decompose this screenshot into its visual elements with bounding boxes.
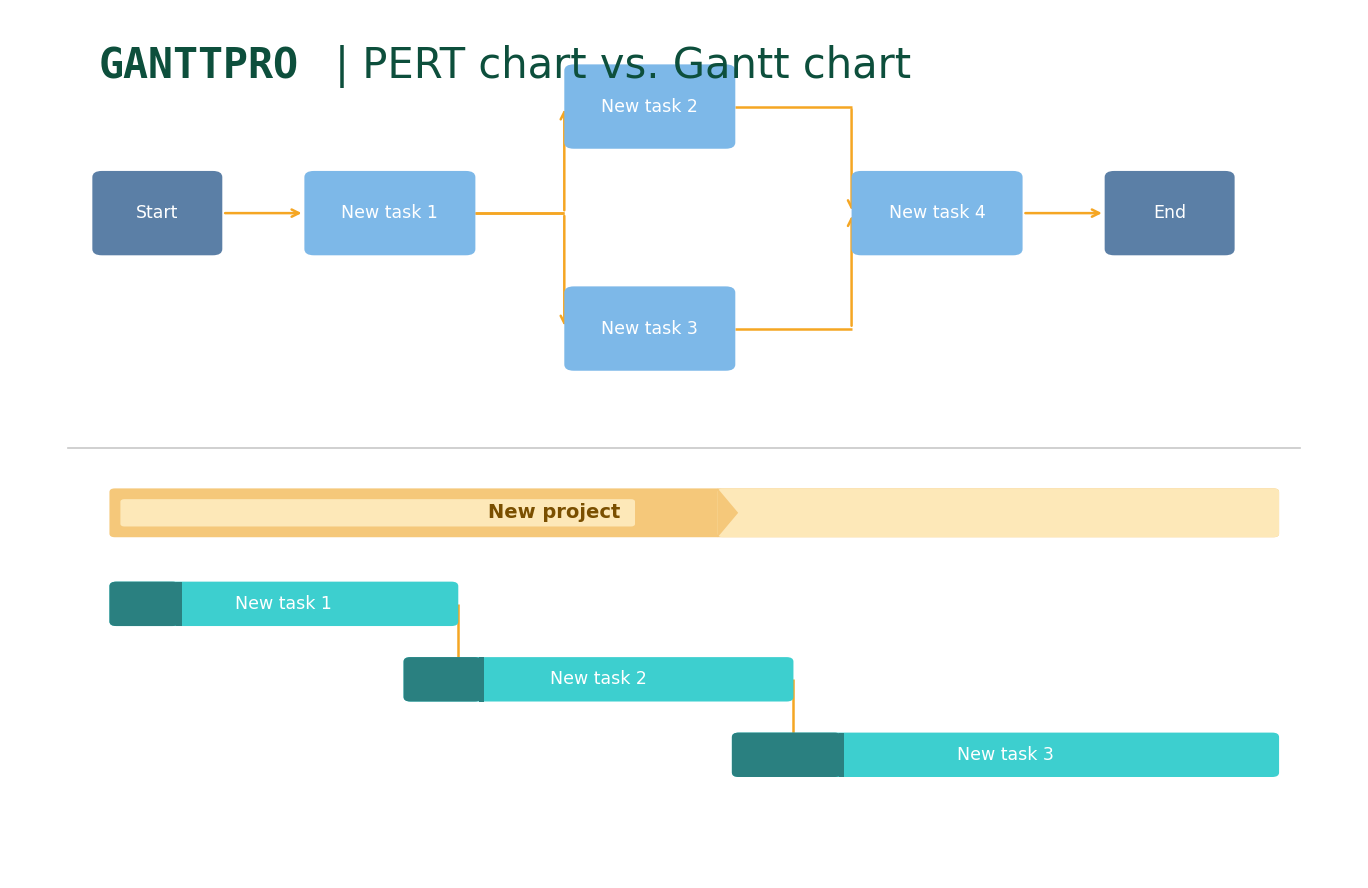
Bar (839, 733, 844, 777)
Text: New task 4: New task 4 (889, 204, 985, 222)
Text: New task 1: New task 1 (235, 595, 332, 613)
Text: New task 3: New task 3 (958, 746, 1053, 764)
FancyBboxPatch shape (732, 733, 841, 777)
FancyBboxPatch shape (1105, 171, 1234, 256)
FancyBboxPatch shape (732, 733, 1279, 777)
Bar (176, 582, 182, 626)
FancyBboxPatch shape (93, 171, 222, 256)
FancyBboxPatch shape (109, 582, 179, 626)
FancyBboxPatch shape (851, 171, 1022, 256)
Text: Start: Start (137, 204, 178, 222)
Text: New task 2: New task 2 (602, 98, 698, 115)
FancyBboxPatch shape (304, 171, 475, 256)
FancyBboxPatch shape (718, 488, 1279, 537)
Bar (479, 657, 484, 702)
Text: New task 1: New task 1 (342, 204, 438, 222)
FancyBboxPatch shape (120, 499, 635, 527)
FancyBboxPatch shape (109, 488, 1279, 537)
Text: New task 2: New task 2 (550, 670, 647, 688)
FancyBboxPatch shape (404, 657, 793, 702)
Polygon shape (718, 488, 739, 537)
FancyBboxPatch shape (564, 286, 736, 371)
Text: | PERT chart vs. Gantt chart: | PERT chart vs. Gantt chart (335, 45, 911, 88)
FancyBboxPatch shape (109, 582, 458, 626)
FancyBboxPatch shape (564, 65, 736, 149)
Text: New project: New project (488, 503, 620, 522)
Text: GANTTPRO: GANTTPRO (98, 45, 298, 88)
Text: End: End (1153, 204, 1186, 222)
FancyBboxPatch shape (404, 657, 482, 702)
Text: New task 3: New task 3 (602, 320, 698, 337)
